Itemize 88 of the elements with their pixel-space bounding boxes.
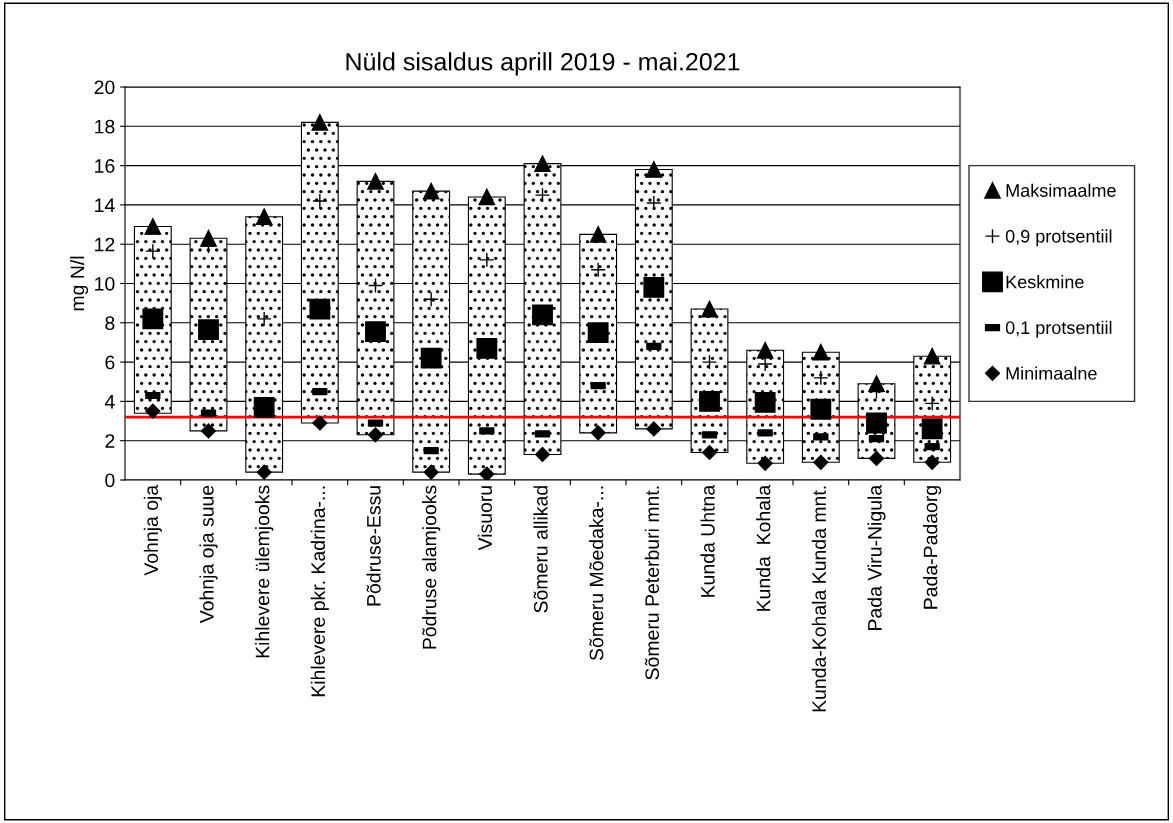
point <box>145 243 161 259</box>
point <box>701 300 718 318</box>
point <box>476 337 498 359</box>
x-tick-label: Kihlevere pkr. Kadrina-... <box>310 486 329 697</box>
point <box>590 425 606 441</box>
point <box>646 421 662 437</box>
point <box>534 446 551 463</box>
legend-label: Minimaalne <box>1006 366 1097 380</box>
point <box>198 319 219 341</box>
point <box>256 311 272 327</box>
point <box>423 464 439 480</box>
y-tick-label: 6 <box>105 355 115 370</box>
y-tick-label: 8 <box>105 316 115 331</box>
point <box>754 391 776 413</box>
point <box>367 277 384 294</box>
point <box>534 155 551 172</box>
x-tick-label: Sõmeru Mõedaka-... <box>589 486 604 661</box>
point <box>145 403 161 419</box>
point <box>309 298 331 320</box>
y-tick-label: 12 <box>95 237 115 252</box>
point <box>701 444 718 461</box>
point <box>921 418 943 440</box>
y-tick-label: 14 <box>95 198 115 212</box>
point <box>589 226 607 243</box>
y-tick-label: 20 <box>94 80 115 95</box>
point <box>365 321 386 343</box>
point <box>253 396 275 418</box>
x-tick-label: Kunda Uhtna <box>700 484 715 597</box>
point <box>812 343 830 361</box>
x-tick-label: Põdruse alamjooks <box>422 485 441 649</box>
x-tick-label: Kihlevere ülemjooks <box>255 485 274 658</box>
x-tick-label: Sõmeru Peterburi mnt. <box>644 486 660 680</box>
point <box>590 262 606 278</box>
chart-title: Nüld sisaldus aprill 2019 - mai.2021 <box>346 52 740 76</box>
y-tick-label: 16 <box>95 159 115 173</box>
x-tick-label: Põdruse-Essu <box>366 486 381 606</box>
point <box>255 208 273 226</box>
x-tick-label: Vohnja oja <box>143 484 162 576</box>
point <box>813 370 829 386</box>
x-tick-label: Vohnja oja suue <box>199 485 218 624</box>
point <box>312 193 328 209</box>
x-tick-label: Pada-Padaorg <box>923 486 942 609</box>
legend-label: Keskmine <box>1006 275 1084 289</box>
legend-label: Maksimaalme <box>1006 183 1116 197</box>
point <box>420 347 442 369</box>
point <box>645 161 663 178</box>
y-tick-label: 10 <box>95 276 115 291</box>
point <box>532 304 553 326</box>
point <box>142 308 164 330</box>
x-tick-label: Kunda Kohala <box>756 484 771 611</box>
point <box>699 390 720 412</box>
x-tick-label: Pada Viru-Nigula <box>867 484 886 630</box>
x-tick-label: Visuoru <box>477 486 493 551</box>
point <box>756 341 774 359</box>
point <box>587 322 609 344</box>
point <box>367 427 384 443</box>
point <box>757 356 773 372</box>
y-tick-label: 2 <box>105 434 115 448</box>
point <box>478 188 496 206</box>
point <box>256 464 272 480</box>
point <box>144 218 162 235</box>
point <box>643 277 665 298</box>
point <box>924 395 940 412</box>
point <box>534 187 551 203</box>
x-tick-label: Kunda-Kohala Kunda mnt. <box>811 486 827 712</box>
point <box>813 454 829 470</box>
legend-label: 0,1 protsentiil <box>1005 320 1112 338</box>
point <box>646 195 662 211</box>
point <box>810 398 832 420</box>
y-tick-label: 18 <box>95 119 115 134</box>
point <box>868 450 885 466</box>
y-tick-label: 4 <box>104 395 115 409</box>
point <box>312 415 328 431</box>
y-tick-label: 0 <box>105 473 115 488</box>
point <box>422 182 440 200</box>
point <box>200 423 217 439</box>
point <box>367 172 384 190</box>
point <box>924 454 940 470</box>
legend-label: 0,9 protsentiil <box>1005 229 1112 247</box>
point <box>923 347 941 365</box>
point <box>479 466 495 480</box>
point <box>701 354 718 370</box>
point <box>479 252 495 268</box>
x-tick-label: Sõmeru allikad <box>533 486 548 613</box>
y-axis-title: mg N/l <box>69 256 89 311</box>
point <box>757 455 773 471</box>
point <box>423 291 439 307</box>
point <box>311 114 329 131</box>
